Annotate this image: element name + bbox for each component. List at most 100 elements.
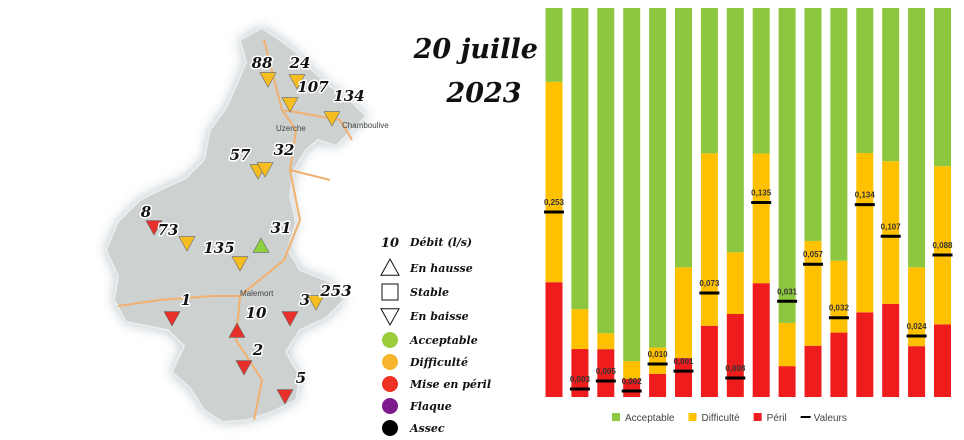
legend-label: Péril (767, 413, 787, 424)
bar-segment (597, 8, 615, 334)
legend-key (753, 413, 762, 421)
bar-segment (675, 267, 692, 359)
bar-segment (934, 166, 951, 325)
station-marker (256, 162, 274, 178)
title-line: 20 juillet (413, 34, 551, 65)
legend-symbol (380, 308, 400, 327)
legend-label: Flaque (409, 400, 452, 413)
bar-segment (752, 8, 770, 154)
value-label: 0,005 (596, 367, 617, 376)
station-value: 107 (297, 78, 329, 96)
legend-label: En baisse (409, 310, 469, 323)
bar-segment (726, 252, 744, 314)
value-label: 0,002 (622, 377, 643, 386)
station-value: 135 (203, 239, 234, 257)
legend-label: Assec (409, 422, 445, 435)
place-label: Malemort (240, 289, 274, 298)
station-value: 3 (300, 291, 310, 309)
legend-label: Stable (410, 286, 449, 299)
river (117, 39, 353, 421)
station-value: 8 (141, 203, 152, 221)
bar-segment (700, 8, 718, 154)
bar-segment (882, 303, 900, 397)
station-value: 32 (274, 141, 295, 159)
bar-segment (804, 345, 822, 397)
station-value: 5 (296, 369, 306, 387)
legend-label: Acceptable (625, 413, 675, 424)
station-marker (178, 236, 196, 252)
value-label: 0,135 (751, 189, 772, 198)
value-label: 0,024 (907, 322, 928, 331)
station-marker (163, 311, 181, 327)
station-marker (252, 237, 270, 253)
bar-segment (778, 322, 796, 367)
station-marker (281, 311, 299, 327)
stations: 88 24 107 134 57 32 8 73 135 31 1 10 3 253 2 5 (139, 53, 366, 405)
station-value: 10 (246, 304, 267, 322)
station-value: 134 (333, 87, 364, 105)
bar-segment (545, 81, 563, 283)
chart: 0,253 0,003 0,005 0,002 0,010 0,001 0,073 0,008… (544, 8, 953, 424)
station-marker (231, 256, 249, 272)
legend-key (612, 413, 620, 421)
station-marker (145, 220, 163, 236)
legend-symbol (382, 332, 398, 348)
bar-segment (882, 161, 900, 304)
station-value: 1 (181, 291, 191, 309)
legend-symbol (382, 354, 398, 370)
legend-label: Acceptable (409, 334, 478, 347)
bar-segment (908, 8, 926, 268)
legend-symbol (380, 257, 400, 276)
value-label: 0,031 (777, 287, 798, 296)
legend-label: En hausse (409, 262, 473, 275)
place-label: Uzerche (276, 124, 306, 133)
station-marker (235, 360, 253, 376)
bar-segment (623, 361, 641, 380)
bar-segment (571, 349, 589, 397)
value-label: 0,107 (881, 222, 902, 231)
station-value: 73 (158, 221, 179, 239)
station-marker (307, 295, 325, 311)
bar-segment (830, 332, 848, 397)
station-marker (281, 97, 299, 113)
legend-symbol (382, 376, 398, 392)
bar-segment (700, 153, 718, 326)
bar-segment (830, 260, 848, 333)
legend-label: Mise en péril (409, 378, 491, 391)
place-label: Chamboulive (342, 121, 389, 130)
legend-flow-label: Débit (l/s) (409, 236, 472, 249)
bar-segment (830, 8, 848, 261)
value-label: 0,032 (829, 304, 850, 313)
bar-segment (675, 8, 692, 268)
bar-segment (545, 282, 563, 397)
value-label: 0,003 (570, 375, 591, 384)
legend-symbol (382, 420, 398, 436)
bar-segment (649, 347, 667, 374)
legend-symbol (381, 283, 399, 301)
legend-label: Difficulté (409, 356, 468, 369)
legend-symbol (382, 398, 398, 414)
station-marker (276, 389, 294, 405)
bar-segment (675, 358, 692, 397)
bar-segment (856, 312, 874, 397)
bar-segment (934, 8, 951, 167)
bar-segment (804, 8, 822, 241)
station-value: 253 (319, 282, 351, 300)
bar-segment (752, 153, 770, 284)
bar-segment (623, 8, 641, 362)
bar-segment (571, 8, 589, 310)
value-label: 0,057 (803, 250, 824, 259)
value-label: 0,253 (544, 198, 565, 207)
bar-segment (908, 267, 926, 347)
bar-segment (597, 349, 615, 397)
bar-segment (882, 8, 900, 162)
bar-segment (545, 8, 563, 82)
value-label: 0,001 (673, 357, 694, 366)
bar-segment (726, 313, 744, 397)
station-value: 2 (252, 341, 263, 359)
bar-segment (856, 8, 874, 153)
bar-segment (778, 366, 796, 397)
station-value: 57 (230, 146, 251, 164)
map-legend: 10 Débit (l/s) En hausse Stable En baisse Acc… (380, 236, 491, 436)
